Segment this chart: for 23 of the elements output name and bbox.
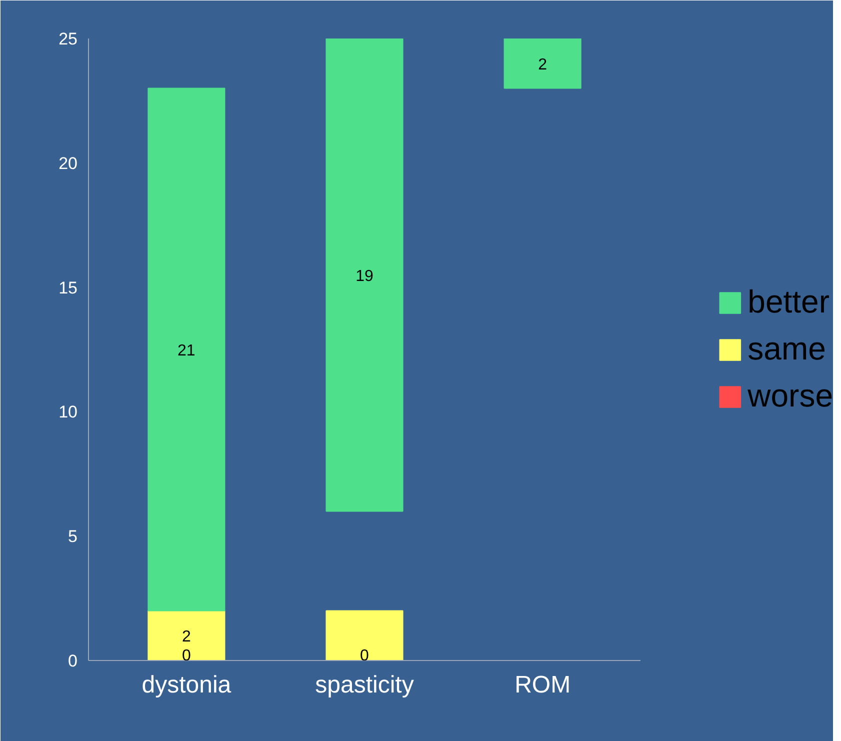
data-label: 0: [360, 648, 370, 664]
y-tick-label: 5: [68, 527, 78, 546]
x-tick-label: dystonia: [142, 672, 232, 698]
y-tick-label: 20: [58, 154, 78, 173]
data-label: 2: [538, 56, 548, 74]
data-label: 19: [356, 268, 374, 285]
y-tick-label: 25: [58, 30, 78, 48]
data-label: 21: [178, 342, 196, 360]
legend-label: worse: [748, 378, 833, 414]
bar: [148, 610, 226, 660]
legend-label: better: [748, 284, 830, 320]
y-tick-label: 15: [58, 278, 78, 298]
bar: [326, 610, 404, 660]
y-tick-label: 0: [68, 652, 78, 670]
bar: [148, 88, 226, 612]
y-tick-label: 10: [58, 402, 78, 422]
legend-label: same: [748, 330, 826, 368]
bar: [504, 38, 582, 89]
x-tick-label: ROM: [514, 672, 571, 698]
data-label: 2: [182, 628, 191, 646]
bar: [326, 38, 404, 512]
data-label: 0: [182, 648, 191, 664]
x-tick-label: spasticity: [315, 672, 414, 698]
